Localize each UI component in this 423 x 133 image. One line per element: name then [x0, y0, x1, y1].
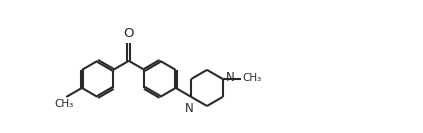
Text: O: O	[124, 27, 134, 40]
Text: N: N	[225, 70, 234, 84]
Text: N: N	[185, 102, 194, 115]
Text: CH₃: CH₃	[55, 99, 74, 109]
Text: CH₃: CH₃	[242, 73, 262, 83]
